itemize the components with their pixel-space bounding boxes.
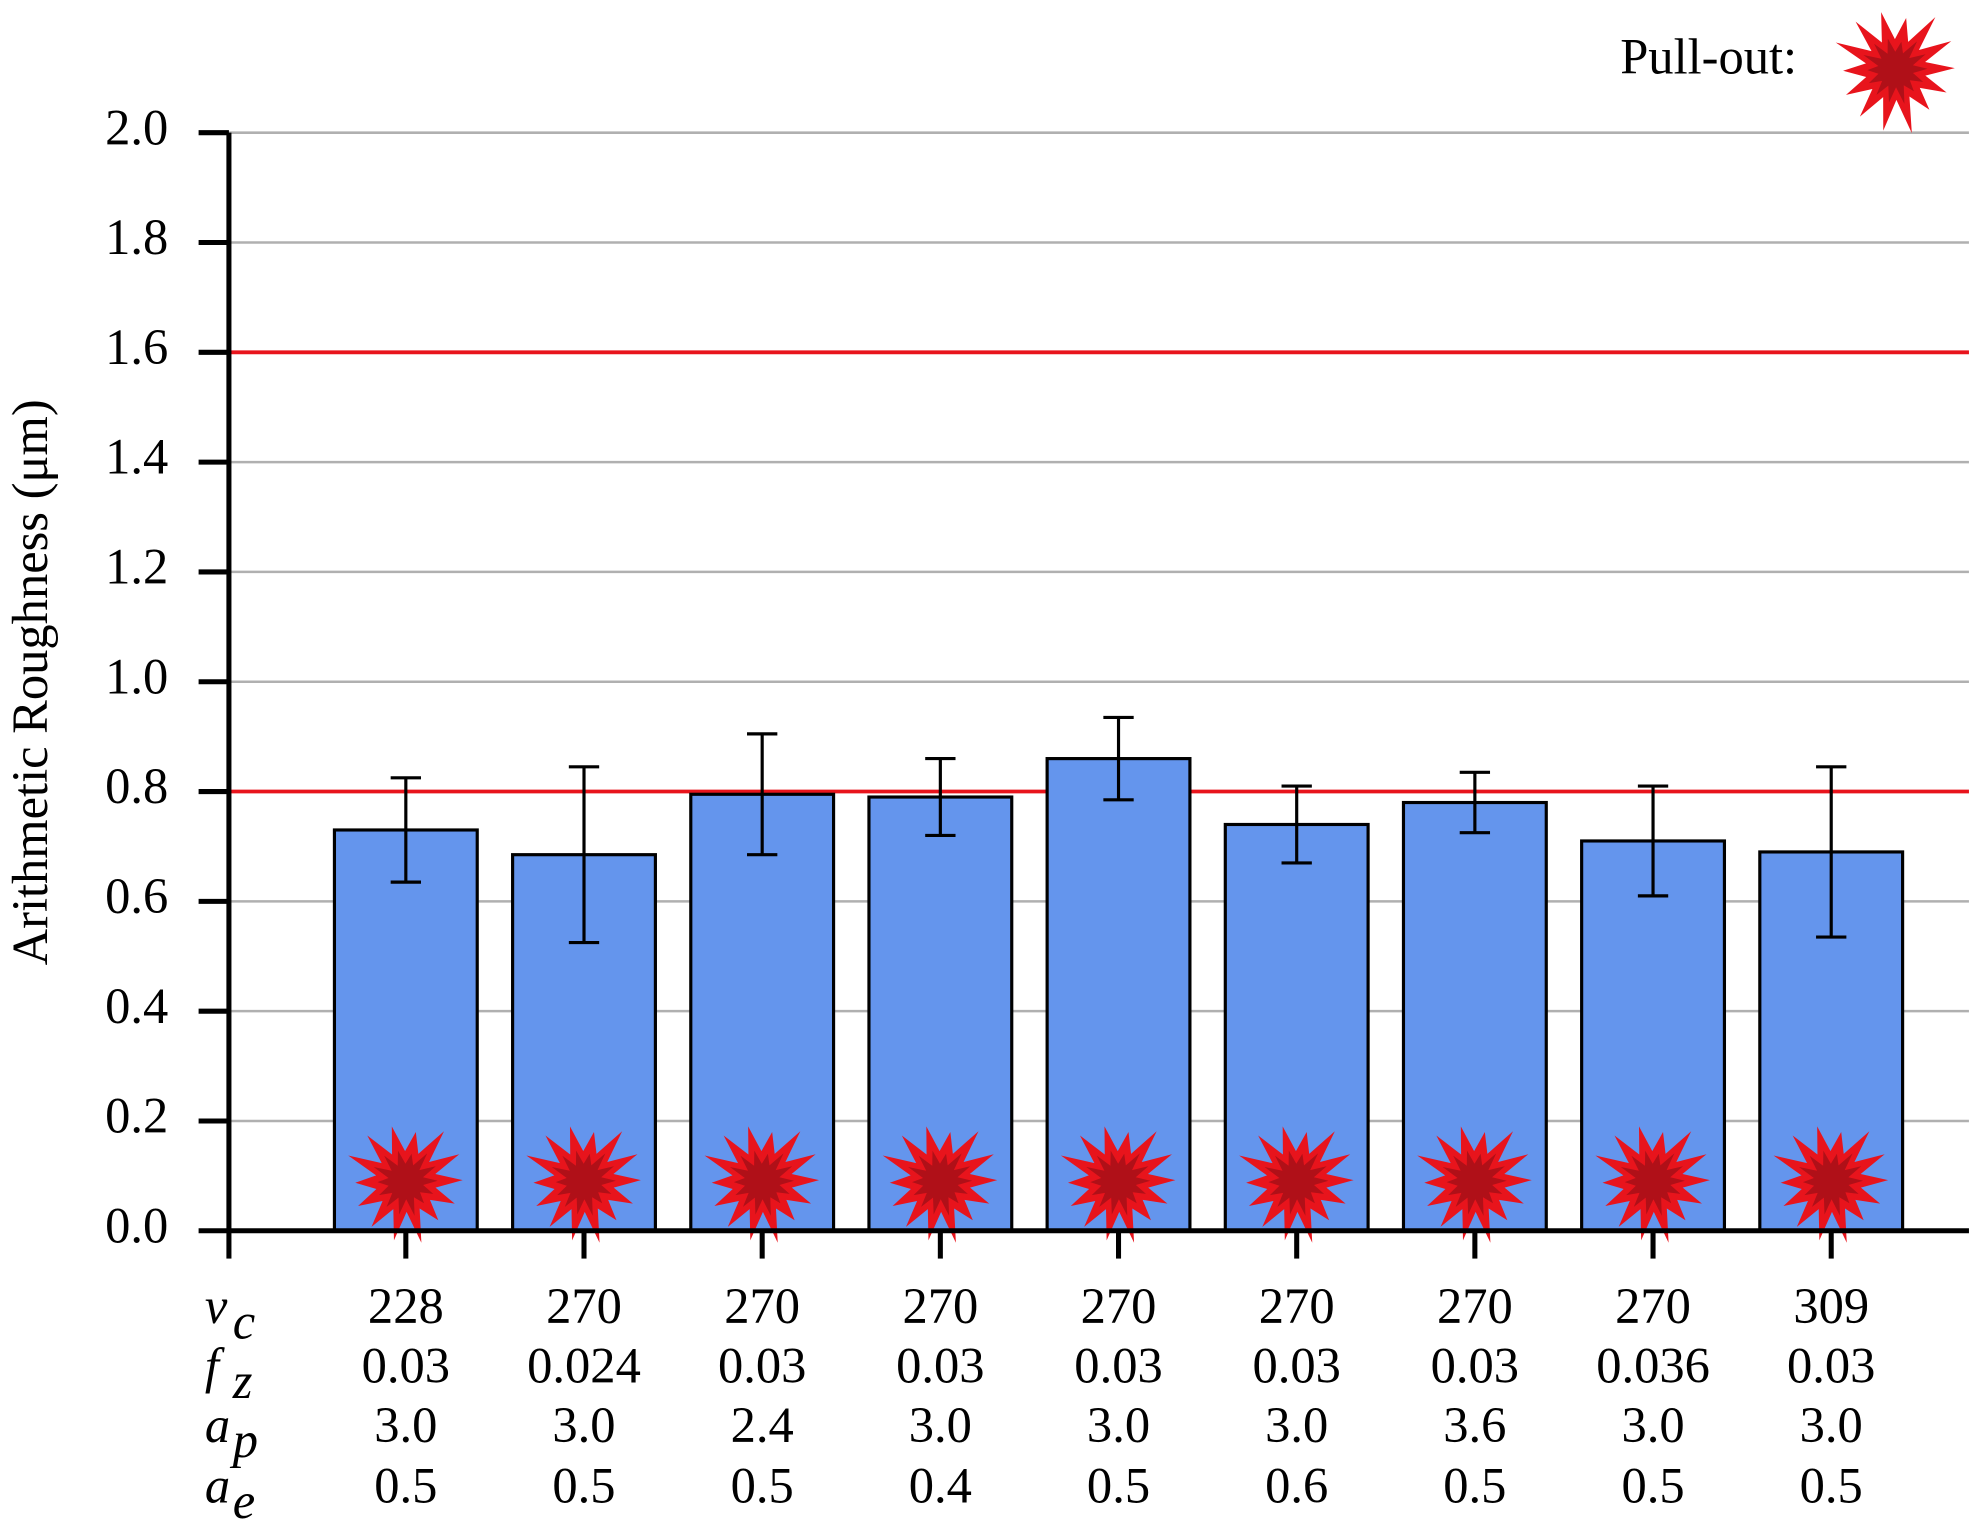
y-tick-label: 1.4: [105, 429, 168, 485]
parameter-symbol: f: [205, 1338, 225, 1394]
parameter-value: 3.0: [374, 1397, 437, 1453]
parameter-value: 270: [1615, 1278, 1691, 1334]
parameter-value: 0.5: [552, 1458, 615, 1514]
parameter-value: 270: [902, 1278, 978, 1334]
parameter-value: 0.5: [1621, 1458, 1684, 1514]
parameter-value: 3.0: [909, 1397, 972, 1453]
parameter-value: 0.03: [1074, 1338, 1162, 1394]
parameter-value: 270: [1259, 1278, 1335, 1334]
pull-out-marker-core: [551, 1150, 616, 1216]
pull-out-marker-core: [729, 1150, 795, 1216]
parameter-value: 2.4: [731, 1397, 794, 1453]
pull-out-marker-core: [1264, 1150, 1329, 1216]
parameter-value: 0.03: [896, 1338, 984, 1394]
parameter-value: 270: [724, 1278, 800, 1334]
parameter-value: 270: [1081, 1278, 1157, 1334]
legend-marker-core: [1863, 38, 1928, 104]
parameter-value: 3.0: [1621, 1397, 1684, 1453]
pull-out-marker-core: [1086, 1150, 1151, 1216]
parameter-value: 3.0: [1087, 1397, 1150, 1453]
y-tick-label: 2.0: [105, 99, 168, 155]
y-tick-label: 0.2: [105, 1088, 168, 1144]
parameter-value: 3.0: [552, 1397, 615, 1453]
y-tick-label: 1.6: [105, 319, 168, 375]
y-tick-label: 0.4: [105, 978, 168, 1034]
parameter-symbol: a: [205, 1458, 230, 1514]
parameter-value: 0.03: [1252, 1338, 1340, 1394]
parameter-subscript: z: [232, 1353, 253, 1409]
parameter-value: 0.036: [1596, 1338, 1710, 1394]
parameter-symbol: v: [205, 1278, 228, 1334]
parameter-value: 0.5: [731, 1458, 794, 1514]
parameter-subscript: c: [233, 1293, 255, 1349]
parameter-value: 0.03: [1431, 1338, 1519, 1394]
parameter-value: 3.6: [1443, 1397, 1506, 1453]
parameter-value: 0.5: [1800, 1458, 1863, 1514]
parameter-value: 0.03: [362, 1338, 450, 1394]
legend-label: Pull-out:: [1620, 29, 1797, 85]
parameter-value: 0.5: [1443, 1458, 1506, 1514]
y-tick-label: 1.0: [105, 648, 168, 704]
parameter-value: 0.03: [1787, 1338, 1875, 1394]
parameter-subscript: e: [233, 1473, 255, 1529]
parameter-value: 0.5: [374, 1458, 437, 1514]
pull-out-marker-core: [1798, 1150, 1864, 1216]
pull-out-marker-core: [373, 1150, 438, 1216]
parameter-value: 270: [546, 1278, 622, 1334]
y-tick-label: 0.0: [105, 1197, 168, 1253]
pull-out-marker-core: [1620, 1150, 1685, 1216]
parameter-value: 0.6: [1265, 1458, 1328, 1514]
parameter-value: 3.0: [1265, 1397, 1328, 1453]
parameter-value: 3.0: [1800, 1397, 1863, 1453]
parameter-value: 0.024: [527, 1338, 641, 1394]
parameter-value: 309: [1793, 1278, 1869, 1334]
y-tick-label: 0.8: [105, 758, 168, 814]
pull-out-marker-core: [1442, 1150, 1507, 1216]
parameter-symbol: a: [205, 1397, 230, 1453]
y-tick-label: 1.8: [105, 209, 168, 265]
parameter-value: 0.03: [718, 1338, 806, 1394]
parameter-value: 228: [368, 1278, 444, 1334]
parameter-value: 270: [1437, 1278, 1513, 1334]
parameter-subscript: p: [230, 1412, 258, 1468]
y-axis-label: Arithmetic Roughness (μm): [2, 399, 58, 965]
y-tick-label: 0.6: [105, 868, 168, 924]
parameter-value: 0.5: [1087, 1458, 1150, 1514]
pull-out-marker-core: [908, 1150, 973, 1216]
y-tick-label: 1.2: [105, 539, 168, 595]
parameter-value: 0.4: [909, 1458, 972, 1514]
